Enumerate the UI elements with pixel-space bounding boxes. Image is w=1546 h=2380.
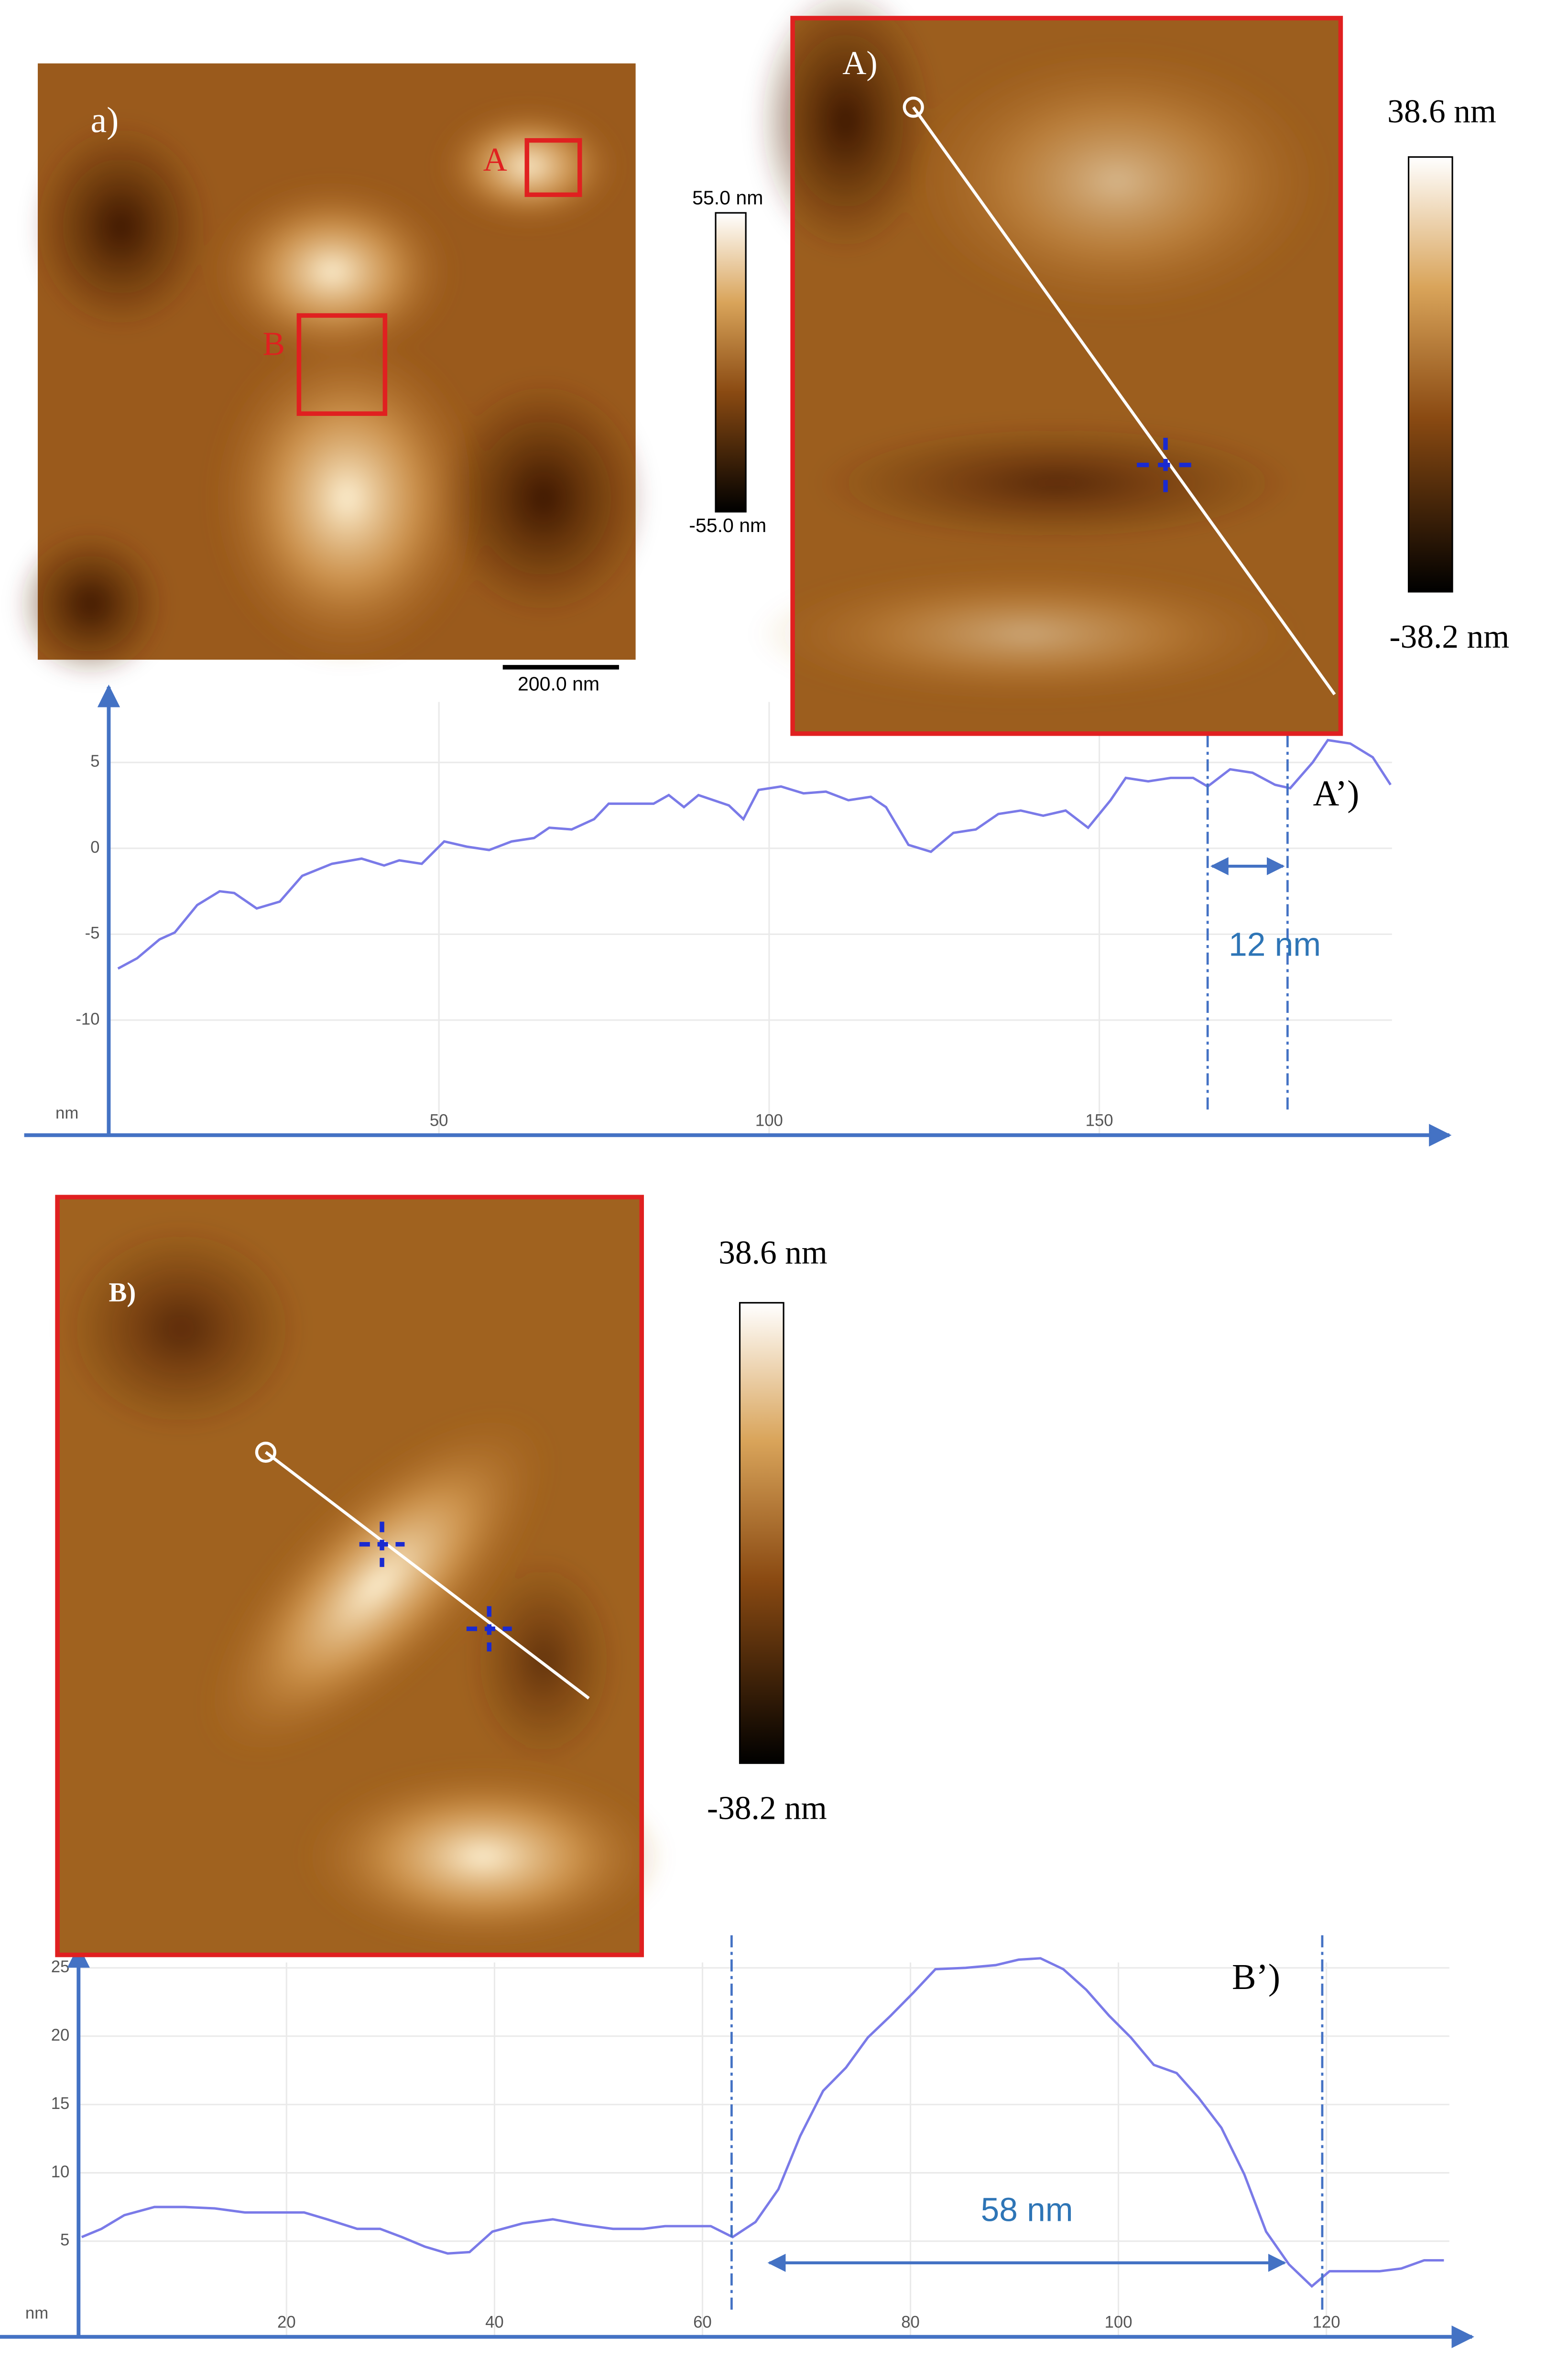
y-tick-label: 5 — [60, 2231, 69, 2250]
afm-overview: a) A B 200.0 nm 55.0 nm -55.0 nm — [15, 63, 766, 695]
profile-label: A’) — [1313, 773, 1360, 814]
plot-background — [24, 672, 1465, 1151]
region-label: B — [263, 326, 285, 362]
y-tick-label: 25 — [51, 1958, 70, 1976]
y-tick-label: -5 — [85, 924, 100, 943]
panel-label: a) — [91, 100, 119, 140]
y-tick-label: 10 — [51, 2163, 70, 2181]
scale-bar-label: 200.0 nm — [518, 673, 599, 695]
profile-line — [81, 1957, 1444, 2288]
profile-line — [117, 739, 1392, 970]
panel-label: A) — [842, 45, 877, 82]
x-tick-label: 80 — [901, 2313, 920, 2331]
profile-label: B’) — [1232, 1957, 1280, 1997]
y-unit-label: nm — [55, 1104, 78, 1122]
x-tick-label: 100 — [755, 1112, 783, 1130]
x-tick-label: 100 — [1105, 2313, 1132, 2331]
x-tick-label: 20 — [277, 2313, 296, 2331]
profiles: -10 -5 0 5 50 100 150 nm 12 nm A’) 5 10 15 20 25 20 40 60… — [0, 672, 1487, 2352]
x-tick-label: 60 — [693, 2313, 712, 2331]
colorbar-max: 55.0 nm — [692, 187, 763, 209]
x-tick-label: 150 — [1086, 1112, 1113, 1130]
y-tick-label: 15 — [51, 2095, 70, 2113]
y-tick-label: 5 — [90, 752, 99, 771]
y-unit-label: nm — [25, 2304, 48, 2322]
x-tick-label: 50 — [430, 1112, 448, 1130]
colorbar-min: -55.0 nm — [689, 514, 766, 536]
y-tick-label: 20 — [51, 2026, 70, 2044]
y-tick-label: 0 — [90, 838, 99, 857]
colorbar-min: -38.2 nm — [707, 1790, 827, 1827]
region-label: A — [483, 141, 507, 178]
width-label: 58 nm — [981, 2191, 1073, 2228]
x-tick-label: 120 — [1313, 2313, 1340, 2331]
colorbar-max: 38.6 nm — [1387, 93, 1496, 130]
y-tick-label: -10 — [76, 1010, 99, 1028]
afm-zoom-a: A) 38.6 nm -38.2 nm — [755, 0, 1509, 736]
colorbar-max: 38.6 nm — [719, 1234, 827, 1271]
x-tick-label: 40 — [485, 2313, 504, 2331]
plot-background — [0, 1932, 1487, 2352]
panel-label: B) — [109, 1278, 136, 1308]
afm-zoom-b: B) 38.6 nm -38.2 nm — [55, 1195, 827, 1957]
colorbar-min: -38.2 nm — [1389, 619, 1509, 655]
width-label: 12 nm — [1229, 925, 1321, 963]
